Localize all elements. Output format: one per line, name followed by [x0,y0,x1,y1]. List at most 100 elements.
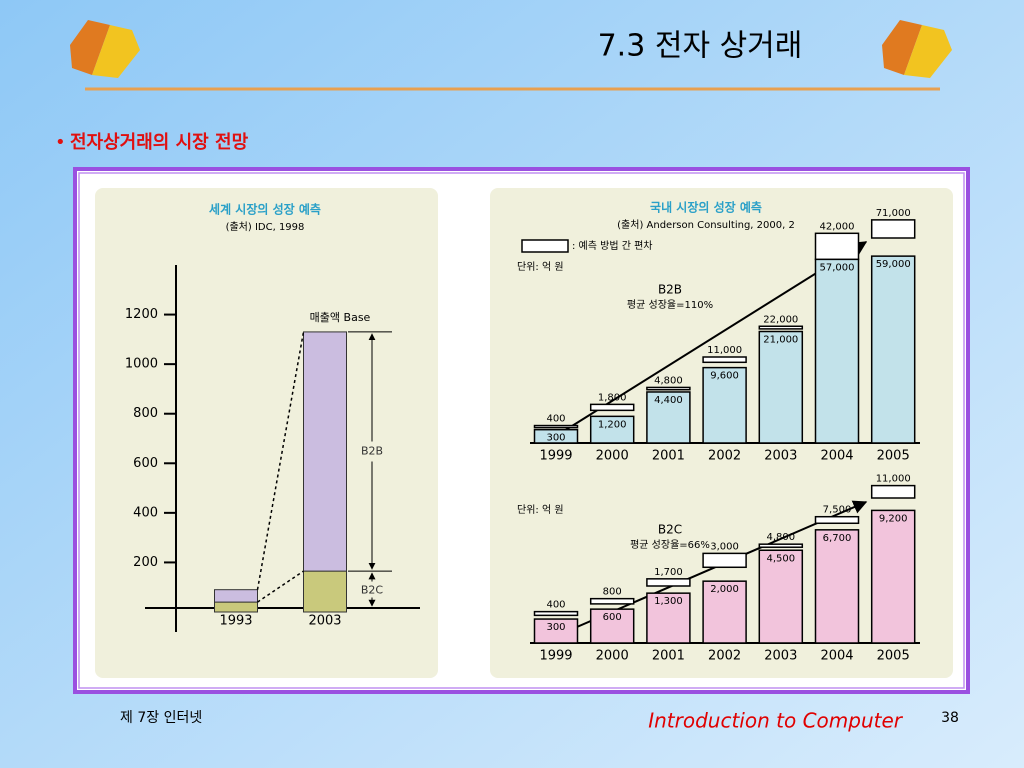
label: 단위: 억 원 [517,260,564,273]
label: 2004 [820,649,853,664]
label: (출처) IDC, 1998 [226,221,305,233]
footer-left: 제 7장 인터넷 [120,710,202,726]
range-box [702,552,747,569]
label: 6,700 [823,533,852,544]
label: : 예측 방법 간 편차 [572,240,652,252]
label: 4,800 [654,375,683,386]
slide-title: 7.3 전자 상거래 [598,29,803,64]
footer-center: Introduction to Computer [648,709,904,733]
label: B2C [361,584,384,597]
label: 2005 [877,649,910,664]
range-box [646,386,691,391]
label: 1,200 [598,419,627,430]
label: 400 [546,600,565,611]
label: 1200 [125,307,158,322]
bar [702,366,747,444]
label: 600 [133,456,158,471]
bar [870,509,916,644]
label: 1000 [125,357,158,372]
bar [214,589,258,603]
label: 21,000 [763,335,798,346]
range-box [589,403,635,412]
bar [814,529,860,644]
label: 800 [133,406,158,421]
label: 4,400 [654,395,683,406]
label: B2B [361,445,383,458]
bar [702,580,747,644]
label: 200 [133,555,158,570]
label: 평균 성장율=66% [630,539,710,551]
bar [870,255,916,444]
label: 42,000 [820,221,855,232]
label: 1,700 [654,567,683,578]
page-number: 38 [941,710,959,726]
range-box [533,424,579,429]
label: 1999 [539,449,572,464]
label: 59,000 [876,259,911,270]
label: 2005 [877,449,910,464]
bar [533,618,579,644]
label: 2000 [596,449,629,464]
label: 세계 시장의 성장 예측 [209,202,321,217]
label: 3,000 [710,541,739,552]
label: 1993 [219,614,252,629]
label: 2004 [820,449,853,464]
frame-inner [78,172,965,689]
label: 2000 [596,649,629,664]
label: 57,000 [820,262,855,273]
label: 4,500 [766,553,795,564]
label: 11,000 [876,474,911,485]
range-box [758,325,804,330]
label: 800 [603,587,622,598]
bar [589,608,635,644]
label: 400 [546,414,565,425]
label: 400 [133,505,158,520]
label: 22,000 [763,314,798,325]
label: 2003 [764,649,797,664]
label: 11,000 [707,345,742,356]
range-box [533,610,579,617]
bar [814,258,860,444]
bar [646,391,691,444]
range-box [814,515,860,525]
label: 4,800 [766,532,795,543]
bullet: 전자상거래의 시장 전망 [70,132,249,153]
label: 2002 [708,449,741,464]
label: 600 [603,612,622,623]
label: 매출액 Base [310,311,371,324]
label: 국내 시장의 성장 예측 [650,200,762,215]
label: 2001 [652,449,685,464]
label: 71,000 [876,208,911,219]
label: 2001 [652,649,685,664]
logo-right [882,20,952,78]
bar [646,592,691,644]
bar [214,601,258,613]
label: 9,200 [879,513,908,524]
label: B2C [658,523,682,537]
range-box [589,597,635,605]
label: 1,800 [598,392,627,403]
bar [303,570,347,613]
label: 평균 성장율=110% [627,299,713,311]
label: 9,600 [710,371,739,382]
legend-box [521,239,569,253]
label: 7,500 [823,505,852,516]
range-box [870,484,916,499]
range-box [702,356,747,364]
bar [589,415,635,444]
label: 1,300 [654,596,683,607]
label: 2002 [708,649,741,664]
bullet-dot: • [55,132,66,153]
bar [303,331,347,572]
connector [256,331,305,590]
label: 단위: 억 원 [517,503,564,516]
range-box [758,543,804,548]
label: 2003 [764,449,797,464]
label: 2003 [308,614,341,629]
label: 2,000 [710,584,739,595]
logo-left [70,20,140,78]
label: 300 [546,622,565,633]
bar [533,428,579,444]
label: (출처) Anderson Consulting, 2000, 2 [617,219,795,231]
